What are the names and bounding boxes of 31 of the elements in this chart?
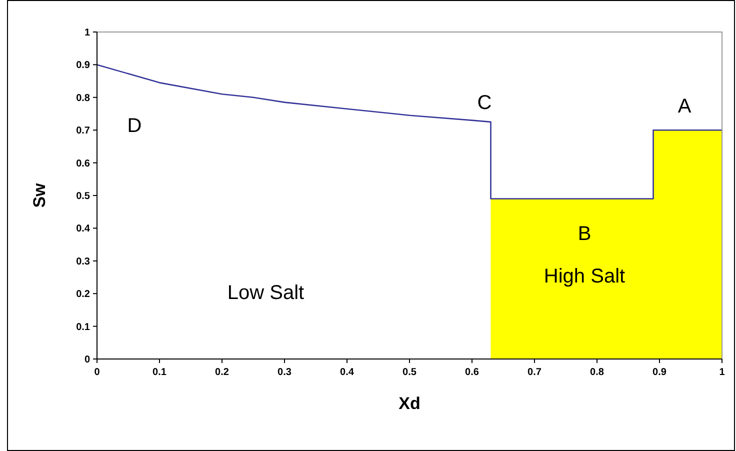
annotation: B [578, 223, 592, 246]
x-axis-title: Xd [398, 394, 420, 413]
annotation: High Salt [544, 266, 626, 288]
y-axis-title: Sw [30, 182, 49, 208]
line-series [96, 64, 723, 200]
y-tick-label: 0.3 [76, 256, 90, 268]
x-tick-label: 0.5 [402, 367, 417, 378]
x-tick-label: 0 [94, 367, 100, 378]
annotation: A [678, 95, 692, 118]
x-tick-label: 0.3 [278, 367, 292, 378]
x-tick-label: 0.4 [340, 367, 354, 378]
x-tick-label: 0.6 [465, 367, 480, 378]
y-tick-label: 0.8 [76, 92, 90, 104]
annotation: D [127, 115, 142, 138]
x-tick-label: 0.2 [215, 367, 230, 378]
x-tick-label: 0.8 [590, 367, 604, 378]
x-tick-label: 0.9 [652, 367, 667, 378]
y-tick-label: 0.4 [76, 224, 90, 235]
y-tick-label: 1 [84, 28, 90, 38]
y-tick-label: 0 [84, 354, 90, 366]
annotation: C [477, 92, 492, 114]
annotation: Low Salt [227, 282, 305, 304]
y-tick-label: 0.2 [76, 289, 90, 300]
x-tick-label: 0.7 [528, 367, 542, 378]
x-tick-label: 1 [719, 367, 726, 378]
x-tick-label: 0.1 [152, 367, 167, 378]
y-tick-label: 0.5 [76, 191, 90, 202]
y-tick-label: 0.7 [76, 126, 90, 137]
y-tick-label: 0.9 [76, 60, 90, 72]
y-tick-label: 0.6 [76, 158, 90, 170]
y-tick-label: 0.1 [76, 322, 90, 333]
